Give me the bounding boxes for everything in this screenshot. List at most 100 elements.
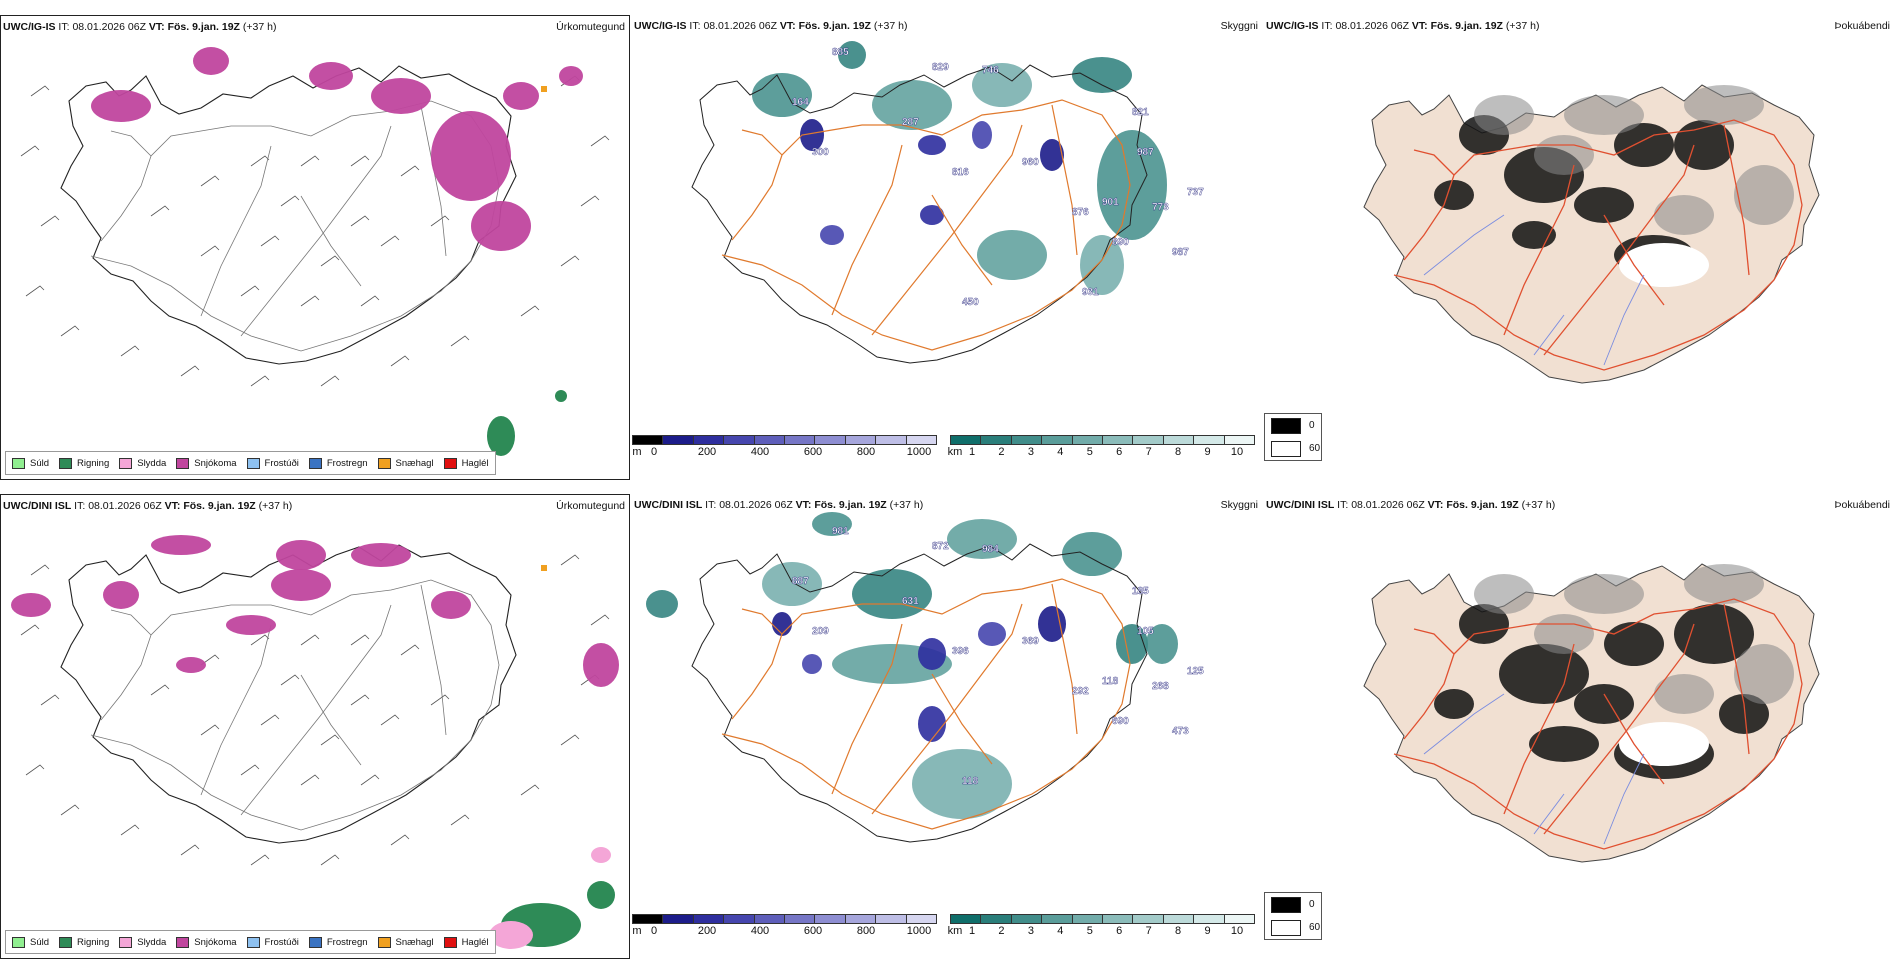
cloud-base-label: 816 (952, 167, 969, 178)
river-line (1603, 274, 1645, 366)
legend-item: Snjókoma (176, 936, 237, 948)
fog-dense-area (1719, 694, 1769, 734)
legend-label: Slydda (137, 936, 167, 948)
legend-swatch (119, 936, 133, 948)
road-line (1543, 144, 1695, 356)
fog-moderate-area (1534, 614, 1594, 654)
river-line (1603, 753, 1645, 845)
cloud-base-label: 773 (1152, 202, 1169, 213)
low-ceiling-area (772, 612, 792, 636)
wind-barb (560, 734, 580, 746)
init-time: 08.01.2026 06Z (72, 21, 146, 33)
colorbar-segment (1133, 915, 1164, 923)
road-line (200, 145, 272, 317)
wind-barb (40, 694, 60, 706)
ceiling-colorbar: m 0 200 400 600 800 1000 (632, 435, 937, 458)
visibility-colorbar: km 1 2 3 4 5 6 7 8 9 10 (948, 914, 1255, 937)
wind-barb (590, 614, 610, 626)
fog-legend-row: 60 (1265, 916, 1321, 939)
road-line (300, 195, 362, 287)
road-line (931, 673, 993, 765)
low-visibility-area (972, 63, 1032, 107)
fog-moderate-area (1564, 574, 1644, 614)
fog-moderate-area (1474, 574, 1534, 614)
road-line (420, 584, 447, 736)
cloud-base-label: 872 (932, 541, 949, 552)
wind-barb (200, 175, 220, 187)
low-visibility-area (812, 512, 852, 536)
colorbar-segment (845, 436, 877, 444)
colorbar-tick: 0 (650, 446, 658, 458)
panel-title: Úrkomutegund (556, 500, 625, 512)
wind-barb (520, 305, 540, 317)
colorbar-segment (1103, 436, 1134, 444)
cloud-base-label: 987 (1137, 147, 1154, 158)
wind-barb (400, 165, 420, 177)
wind-barb (390, 355, 410, 367)
panel-header: UWC/DINI ISL IT: 08.01.2026 06Z VT: Fös.… (3, 500, 293, 512)
fog-legend-swatch (1271, 417, 1301, 434)
colorbar-tick: 7 (1145, 925, 1152, 937)
valid-time: Fös. 9.jan. 19Z (798, 20, 871, 32)
legend-swatch (308, 457, 322, 469)
cloud-base-label: 268 (1152, 681, 1169, 692)
fog-dense-area (1674, 120, 1734, 170)
colorbar-segment (1072, 436, 1104, 444)
wind-barb (580, 195, 600, 207)
wind-barb (200, 724, 220, 736)
colorbar-segment (906, 915, 937, 923)
low-visibility-area (752, 73, 812, 117)
cloud-base-label: 118 (1102, 676, 1119, 687)
wind-barb (380, 714, 400, 726)
river-line (1533, 314, 1565, 356)
wind-barb (320, 854, 340, 866)
wind-barb (390, 834, 410, 846)
fog-legend-label: 60 (1309, 443, 1321, 454)
road-line (871, 603, 1023, 815)
colorbar-segment (754, 915, 786, 923)
legend-label: Snjókoma (194, 457, 237, 469)
low-visibility-area (872, 80, 952, 130)
fog-legend-swatch (1271, 896, 1301, 913)
colorbar-segments (950, 914, 1255, 924)
cloud-base-label: 931 (1082, 287, 1099, 298)
colorbar-segment (785, 915, 816, 923)
colorbar-tick: 8 (1175, 925, 1182, 937)
low-visibility-area (1072, 57, 1132, 93)
wind-barb (25, 764, 45, 776)
wind-barb (250, 375, 270, 387)
colorbar-tick: 200 (697, 925, 717, 937)
low-ceiling-area (918, 706, 946, 742)
cloud-base-label: 631 (902, 596, 919, 607)
valid-time: Fös. 9.jan. 19Z (814, 499, 887, 511)
cloud-base-label: 887 (792, 576, 809, 587)
legend-item: Rigning (59, 936, 110, 948)
cloud-base-label: 164 (792, 97, 809, 108)
snow-area (583, 643, 619, 687)
legend-item: Snæhagl (377, 457, 434, 469)
snow-area (371, 78, 431, 114)
colorbar-segment (1194, 436, 1225, 444)
lead-time: (+37 h) (1505, 20, 1540, 32)
wind-barb (350, 215, 370, 227)
fog-dense-area (1434, 689, 1474, 719)
legend-item: Frostúði (246, 457, 299, 469)
cloud-base-label: 396 (952, 646, 969, 657)
wind-barb (260, 714, 280, 726)
fog-dense-area (1574, 684, 1634, 724)
fog-dense-area (1674, 604, 1754, 664)
low-visibility-area (838, 41, 866, 69)
legend-item: Frostregn (308, 457, 368, 469)
legend-label: Rigning (77, 936, 110, 948)
cloud-base-label: 690 (1112, 716, 1129, 727)
rain-area (587, 881, 615, 909)
colorbar-unit: m (632, 925, 642, 937)
cloud-base-label: 369 (1022, 636, 1039, 647)
road-line (90, 579, 500, 831)
road-line (871, 124, 1023, 336)
legend-item: Slydda (119, 457, 167, 469)
colorbar-segment (1011, 915, 1043, 923)
fog-moderate-area (1654, 195, 1714, 235)
legend-label: Slydda (137, 457, 167, 469)
colorbar-segment (663, 436, 694, 444)
